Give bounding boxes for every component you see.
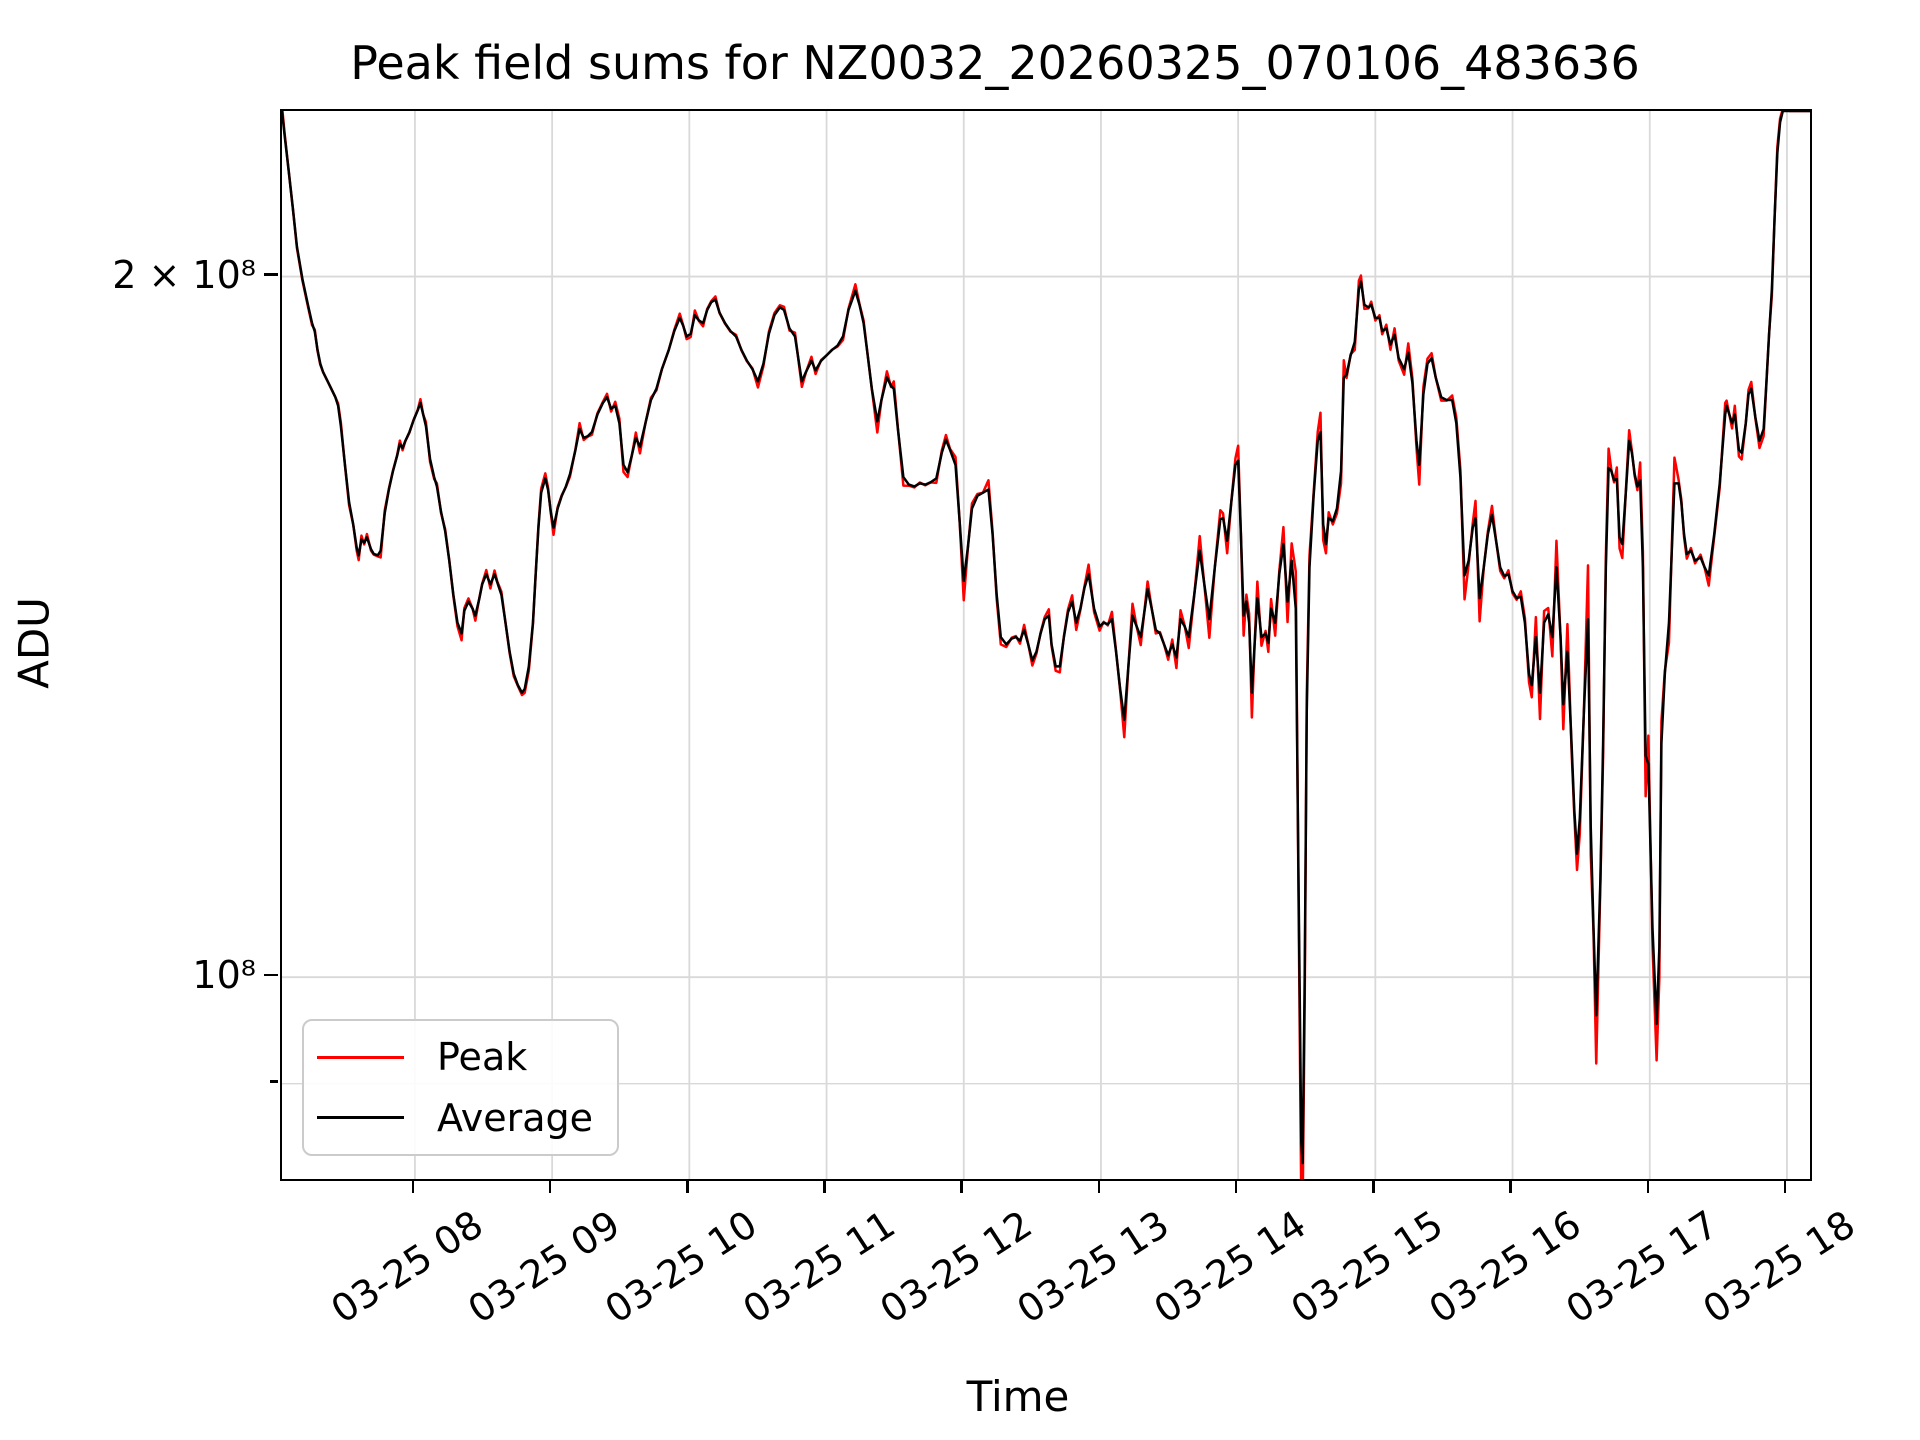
legend-item-peak: Peak — [304, 1035, 617, 1079]
x-axis-label: Time — [966, 1372, 1070, 1421]
y-tick-label: 2 × 10⁸ — [112, 252, 256, 297]
x-tick-mark — [1509, 1179, 1512, 1193]
x-tick-mark — [548, 1179, 552, 1193]
x-tick-label: 03-25 10 — [597, 1202, 765, 1332]
x-tick-label: 03-25 16 — [1420, 1202, 1589, 1332]
x-tick-mark — [960, 1179, 963, 1193]
x-tick-label: 03-25 11 — [734, 1202, 903, 1332]
legend-label-average: Average — [437, 1095, 594, 1140]
y-tick-mark — [264, 273, 278, 276]
x-tick-label: 03-25 13 — [1009, 1202, 1177, 1332]
x-tick-label: 03-25 08 — [323, 1202, 491, 1332]
series-average — [282, 111, 1810, 1165]
x-tick-label: 03-25 18 — [1695, 1202, 1863, 1332]
plot-area — [280, 109, 1812, 1181]
x-tick-label: 03-25 09 — [460, 1202, 628, 1332]
legend-item-average: Average — [304, 1096, 617, 1140]
plot-canvas — [282, 111, 1810, 1179]
x-tick-mark — [1783, 1179, 1787, 1193]
y-tick-mark — [264, 973, 278, 977]
x-tick-label: 03-25 17 — [1558, 1202, 1726, 1332]
x-tick-label: 03-25 12 — [872, 1202, 1040, 1332]
x-tick-mark — [411, 1179, 415, 1193]
legend-label-peak: Peak — [437, 1035, 528, 1080]
y-axis-label: ADU — [9, 597, 59, 689]
y-tick-mark — [270, 1080, 278, 1083]
legend-line-average — [317, 1116, 404, 1120]
legend-line-peak — [317, 1055, 404, 1059]
legend: Peak Average — [302, 1019, 619, 1156]
x-tick-mark — [686, 1179, 689, 1193]
x-tick-mark — [1646, 1179, 1649, 1193]
x-tick-mark — [1097, 1179, 1101, 1193]
x-tick-label: 03-25 14 — [1146, 1202, 1314, 1332]
x-tick-label: 03-25 15 — [1283, 1202, 1451, 1332]
x-tick-mark — [1234, 1179, 1238, 1193]
x-tick-mark — [823, 1179, 826, 1193]
x-tick-mark — [1372, 1179, 1375, 1193]
y-tick-label: 10⁸ — [192, 953, 256, 998]
chart-title: Peak field sums for NZ0032_20260325_0701… — [350, 36, 1640, 90]
